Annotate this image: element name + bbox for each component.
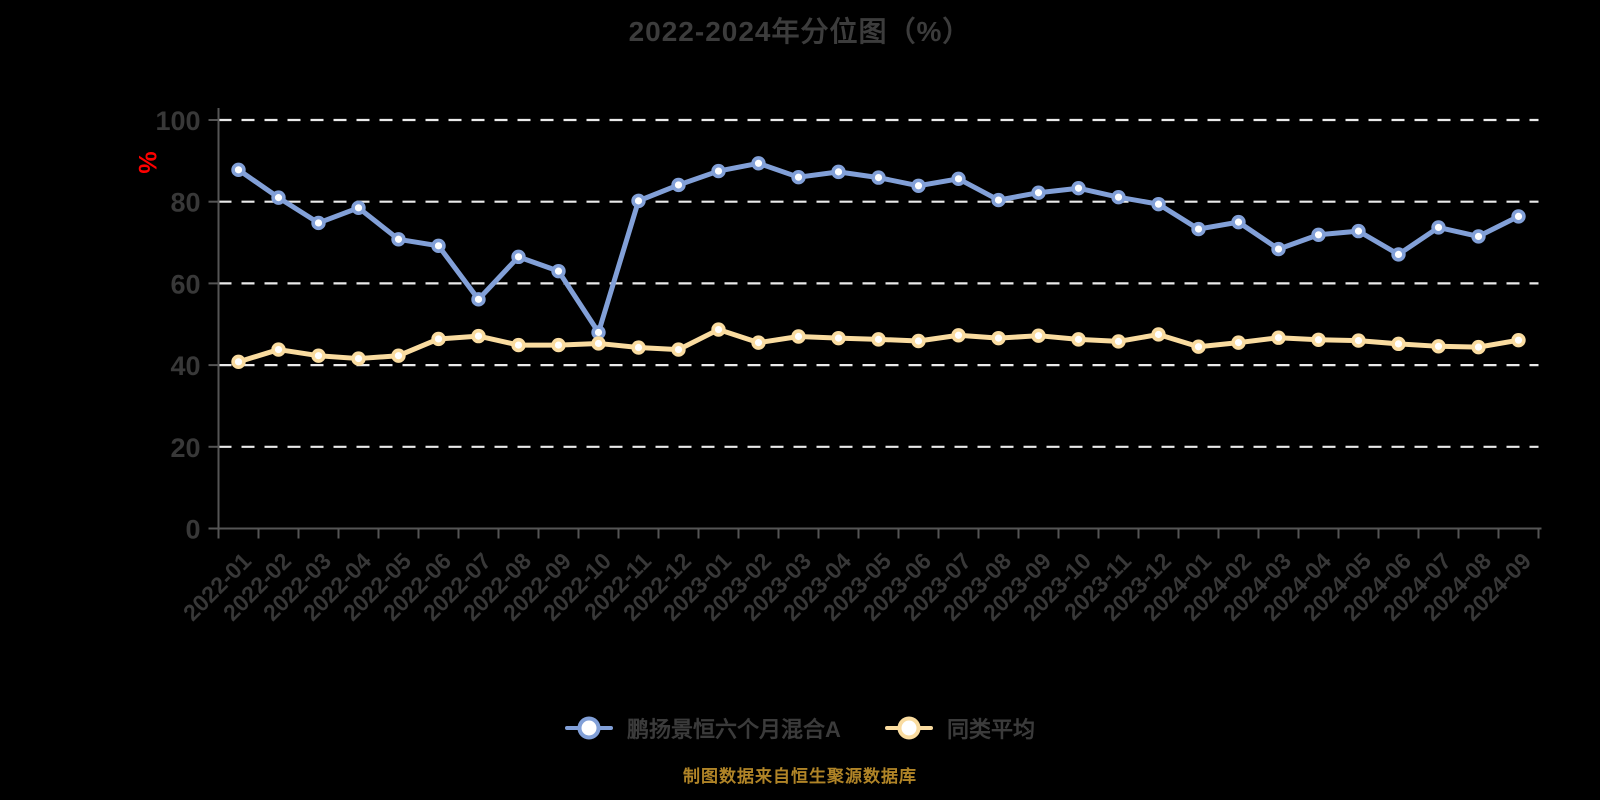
average-data-point[interactable] bbox=[911, 333, 926, 349]
fund-data-point[interactable] bbox=[591, 325, 606, 340]
average-data-point[interactable] bbox=[631, 340, 646, 355]
fund-data-point[interactable] bbox=[1111, 190, 1126, 205]
fund-data-point[interactable] bbox=[951, 171, 966, 187]
average-legend-dot bbox=[897, 716, 921, 740]
average-data-point[interactable] bbox=[1511, 332, 1526, 348]
average-data-point[interactable] bbox=[551, 337, 566, 353]
data-source-note: 制图数据来自恒生聚源数据库 bbox=[683, 767, 917, 786]
average-data-point[interactable] bbox=[1071, 332, 1086, 347]
average-data-point[interactable] bbox=[791, 329, 806, 344]
y-tick-label: 100 bbox=[155, 106, 200, 136]
average-data-point[interactable] bbox=[431, 331, 446, 347]
average-data-point[interactable] bbox=[671, 342, 686, 357]
fund-data-point[interactable] bbox=[671, 177, 686, 193]
average-data-point[interactable] bbox=[511, 337, 526, 353]
average-data-point[interactable] bbox=[1471, 339, 1486, 355]
average-data-point[interactable] bbox=[391, 348, 406, 363]
average-data-point[interactable] bbox=[591, 336, 606, 351]
fund-series-label: 鹏扬景恒六个月混合A bbox=[627, 717, 841, 742]
average-data-point[interactable] bbox=[1311, 332, 1326, 347]
y-tick-label: 40 bbox=[170, 351, 200, 381]
legend-item-fund[interactable]: 鹏扬景恒六个月混合A bbox=[565, 712, 841, 744]
average-data-point[interactable] bbox=[991, 330, 1006, 346]
fund-data-point[interactable] bbox=[1271, 241, 1286, 257]
fund-data-point[interactable] bbox=[1231, 214, 1246, 230]
fund-data-point[interactable] bbox=[631, 193, 646, 209]
fund-data-point[interactable] bbox=[231, 162, 246, 178]
average-data-point[interactable] bbox=[1111, 334, 1126, 349]
average-series-marker-icon bbox=[884, 715, 933, 741]
fund-data-point[interactable] bbox=[991, 192, 1006, 208]
fund-data-point[interactable] bbox=[1391, 247, 1406, 262]
fund-legend-dot bbox=[577, 716, 601, 740]
fund-series-line bbox=[236, 160, 1521, 335]
fund-data-point[interactable] bbox=[1351, 223, 1366, 239]
average-data-point[interactable] bbox=[711, 322, 726, 337]
average-data-point[interactable] bbox=[1391, 336, 1406, 352]
fund-data-point[interactable] bbox=[1071, 181, 1086, 196]
fund-data-point[interactable] bbox=[471, 292, 486, 307]
y-tick-label: 60 bbox=[170, 269, 200, 299]
fund-data-point[interactable] bbox=[911, 178, 926, 193]
average-data-point[interactable] bbox=[311, 348, 326, 363]
fund-data-point[interactable] bbox=[1511, 209, 1526, 224]
average-data-point[interactable] bbox=[751, 335, 766, 350]
average-data-point[interactable] bbox=[351, 351, 366, 366]
legend: 鹏扬景恒六个月混合A 同类平均 bbox=[0, 712, 1600, 744]
average-data-point[interactable] bbox=[1231, 335, 1246, 350]
fund-data-point[interactable] bbox=[351, 200, 366, 216]
y-tick-label: 80 bbox=[170, 188, 200, 218]
fund-data-point[interactable] bbox=[1431, 220, 1446, 235]
fund-data-point[interactable] bbox=[511, 249, 526, 265]
average-data-point[interactable] bbox=[231, 354, 246, 370]
average-data-point[interactable] bbox=[1431, 339, 1446, 354]
average-data-point[interactable] bbox=[1151, 327, 1166, 342]
fund-data-point[interactable] bbox=[551, 263, 566, 279]
fund-data-point[interactable] bbox=[1031, 185, 1046, 200]
average-data-point[interactable] bbox=[871, 332, 886, 347]
fund-data-point[interactable] bbox=[751, 156, 766, 171]
fund-data-point[interactable] bbox=[1471, 229, 1486, 244]
average-data-point[interactable] bbox=[1031, 328, 1046, 343]
fund-data-point[interactable] bbox=[311, 215, 326, 231]
average-data-point[interactable] bbox=[951, 328, 966, 343]
average-data-point[interactable] bbox=[1271, 330, 1286, 345]
average-series-label: 同类平均 bbox=[946, 717, 1035, 742]
fund-data-point[interactable] bbox=[791, 169, 806, 185]
fund-data-point[interactable] bbox=[431, 238, 446, 254]
y-tick-label: 0 bbox=[185, 515, 200, 545]
fund-data-point[interactable] bbox=[1311, 227, 1326, 242]
legend-item-average[interactable]: 同类平均 bbox=[884, 712, 1035, 744]
average-data-point[interactable] bbox=[271, 342, 286, 357]
average-data-point[interactable] bbox=[1191, 339, 1206, 354]
y-tick-label: 20 bbox=[170, 433, 200, 463]
average-data-point[interactable] bbox=[471, 328, 486, 344]
fund-series-marker-icon bbox=[565, 715, 614, 741]
fund-data-point[interactable] bbox=[1151, 196, 1166, 212]
chart-title: 2022-2024年分位图（%） bbox=[628, 16, 972, 47]
fund-data-point[interactable] bbox=[871, 170, 886, 185]
fund-data-point[interactable] bbox=[271, 190, 286, 205]
fund-data-point[interactable] bbox=[1191, 221, 1206, 237]
average-data-point[interactable] bbox=[831, 330, 846, 346]
fund-data-point[interactable] bbox=[391, 232, 406, 247]
average-data-point[interactable] bbox=[1351, 333, 1366, 348]
fund-data-point[interactable] bbox=[831, 164, 846, 180]
fund-data-point[interactable] bbox=[711, 163, 726, 179]
